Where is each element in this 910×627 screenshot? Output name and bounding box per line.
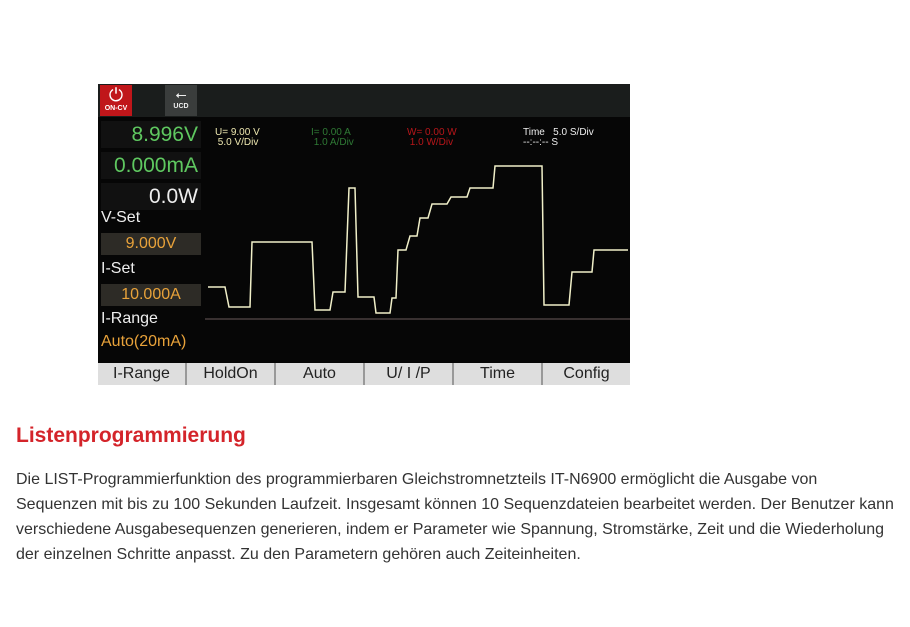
- power-icon: ⏻: [108, 85, 124, 105]
- power-scale: W= 0.00 W 1.0 W/Div: [407, 127, 457, 148]
- softkey-bar: I-Range HoldOn Auto U/ I /P Time Config: [98, 363, 630, 385]
- softkey-holdon[interactable]: HoldOn: [187, 363, 274, 385]
- irange-value: Auto(20mA): [101, 333, 187, 350]
- output-status-indicator: ⏻ ON-CV: [100, 85, 132, 116]
- usb-indicator: ⭠ UCD: [165, 85, 197, 116]
- iset-label: I-Set: [101, 260, 135, 277]
- softkey-uip[interactable]: U/ I /P: [365, 363, 452, 385]
- softkey-time[interactable]: Time: [454, 363, 541, 385]
- section-body: Die LIST-Programmierfunktion des program…: [16, 471, 894, 563]
- current-scale: I= 0.00 A 1.0 A/Div: [311, 127, 354, 148]
- power-reading: 0.0W: [101, 183, 201, 210]
- softkey-auto[interactable]: Auto: [276, 363, 363, 385]
- vset-value[interactable]: 9.000V: [101, 233, 201, 255]
- softkey-config[interactable]: Config: [543, 363, 630, 385]
- current-reading: 0.000mA: [101, 152, 201, 179]
- time-scale: Time 5.0 S/Div --:--:-- S: [523, 127, 594, 148]
- usb-icon: ⭠: [175, 86, 187, 102]
- softkey-i-range[interactable]: I-Range: [98, 363, 185, 385]
- power-supply-display: ⏻ ON-CV ⭠ UCD 8.996V 0.000mA 0.0W V-Set …: [98, 84, 630, 385]
- vset-label: V-Set: [101, 209, 141, 226]
- voltage-scale: U= 9.00 V 5.0 V/Div: [215, 127, 260, 148]
- voltage-reading: 8.996V: [101, 121, 201, 148]
- waveform-plot: [205, 165, 630, 320]
- irange-label: I-Range: [101, 310, 158, 327]
- section-title: Listenprogrammierung: [16, 424, 246, 447]
- voltage-trace: [208, 165, 628, 314]
- iset-value[interactable]: 10.000A: [101, 284, 201, 306]
